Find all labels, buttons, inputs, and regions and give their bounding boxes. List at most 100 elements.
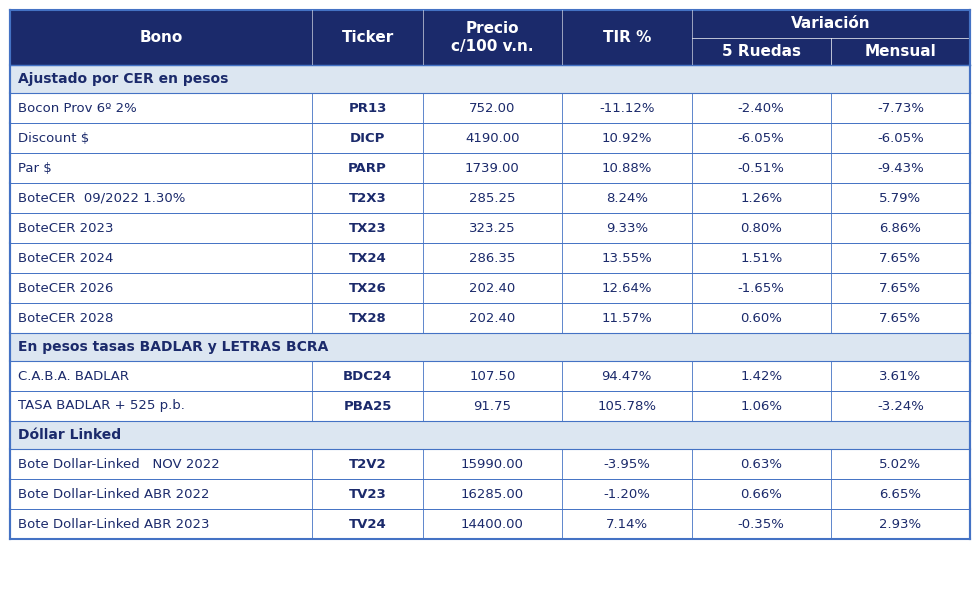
Text: Precio
c/100 v.n.: Precio c/100 v.n.: [451, 21, 534, 54]
Text: 91.75: 91.75: [473, 400, 512, 413]
Text: 752.00: 752.00: [469, 101, 515, 114]
Text: 107.50: 107.50: [469, 369, 515, 382]
Text: TIR %: TIR %: [603, 30, 651, 45]
Text: Par $: Par $: [18, 161, 52, 174]
Text: TV23: TV23: [349, 487, 386, 500]
Text: TV24: TV24: [349, 518, 386, 531]
Text: 286.35: 286.35: [469, 251, 515, 264]
Text: 8.24%: 8.24%: [606, 192, 648, 205]
Text: -2.40%: -2.40%: [738, 101, 785, 114]
Bar: [692, 10, 831, 65]
Text: Ticker: Ticker: [341, 30, 394, 45]
Text: -3.95%: -3.95%: [604, 458, 651, 470]
Bar: [10, 153, 970, 183]
Text: 1.26%: 1.26%: [740, 192, 782, 205]
Text: 0.66%: 0.66%: [740, 487, 782, 500]
Text: PARP: PARP: [348, 161, 387, 174]
Text: TASA BADLAR + 525 p.b.: TASA BADLAR + 525 p.b.: [18, 400, 185, 413]
Text: 12.64%: 12.64%: [602, 282, 652, 295]
Text: DICP: DICP: [350, 132, 385, 145]
Text: Bote Dollar-Linked ABR 2022: Bote Dollar-Linked ABR 2022: [18, 487, 210, 500]
Bar: [10, 243, 970, 273]
Text: Bote Dollar-Linked   NOV 2022: Bote Dollar-Linked NOV 2022: [18, 458, 220, 470]
Text: 15990.00: 15990.00: [461, 458, 524, 470]
Bar: [422, 10, 562, 65]
Text: 2.93%: 2.93%: [879, 518, 921, 531]
Bar: [10, 509, 970, 539]
Bar: [10, 273, 970, 303]
Text: Bocon Prov 6º 2%: Bocon Prov 6º 2%: [18, 101, 137, 114]
Text: Mensual: Mensual: [864, 44, 936, 59]
Text: 1.42%: 1.42%: [740, 369, 782, 382]
Text: -6.05%: -6.05%: [877, 132, 924, 145]
Text: -7.73%: -7.73%: [877, 101, 924, 114]
Text: Bono: Bono: [139, 30, 183, 45]
Text: PR13: PR13: [349, 101, 387, 114]
Text: 4190.00: 4190.00: [466, 132, 519, 145]
Text: BoteCER  09/2022 1.30%: BoteCER 09/2022 1.30%: [18, 192, 185, 205]
Text: 10.92%: 10.92%: [602, 132, 652, 145]
Text: 5 Ruedas: 5 Ruedas: [721, 44, 801, 59]
Text: -6.05%: -6.05%: [738, 132, 785, 145]
Text: 202.40: 202.40: [469, 311, 515, 324]
Text: 5.02%: 5.02%: [879, 458, 921, 470]
Text: BoteCER 2028: BoteCER 2028: [18, 311, 114, 324]
Text: 5.79%: 5.79%: [879, 192, 921, 205]
Text: T2V2: T2V2: [349, 458, 386, 470]
Text: -1.20%: -1.20%: [604, 487, 651, 500]
Bar: [10, 449, 970, 479]
Text: T2X3: T2X3: [349, 192, 386, 205]
Bar: [10, 183, 970, 213]
Text: Ajustado por CER en pesos: Ajustado por CER en pesos: [18, 72, 228, 86]
Text: En pesos tasas BADLAR y LETRAS BCRA: En pesos tasas BADLAR y LETRAS BCRA: [18, 340, 328, 354]
Bar: [313, 10, 422, 65]
Text: 7.14%: 7.14%: [606, 518, 648, 531]
Text: 6.86%: 6.86%: [879, 222, 921, 234]
Text: 6.65%: 6.65%: [879, 487, 921, 500]
Text: C.A.B.A. BADLAR: C.A.B.A. BADLAR: [18, 369, 129, 382]
Text: TX28: TX28: [349, 311, 386, 324]
Text: 285.25: 285.25: [469, 192, 515, 205]
Text: 7.65%: 7.65%: [879, 251, 921, 264]
Text: BoteCER 2024: BoteCER 2024: [18, 251, 114, 264]
Text: 94.47%: 94.47%: [602, 369, 652, 382]
Text: Dóllar Linked: Dóllar Linked: [18, 428, 122, 442]
Text: 0.63%: 0.63%: [740, 458, 782, 470]
Text: 323.25: 323.25: [469, 222, 515, 234]
Text: BoteCER 2023: BoteCER 2023: [18, 222, 114, 234]
Text: BoteCER 2026: BoteCER 2026: [18, 282, 114, 295]
Bar: [10, 213, 970, 243]
Text: 1.06%: 1.06%: [740, 400, 782, 413]
Text: 0.80%: 0.80%: [740, 222, 782, 234]
Text: 16285.00: 16285.00: [461, 487, 524, 500]
Text: Discount $: Discount $: [18, 132, 89, 145]
Bar: [10, 93, 970, 123]
Bar: [10, 303, 970, 333]
Text: TX24: TX24: [349, 251, 386, 264]
Text: -0.35%: -0.35%: [738, 518, 785, 531]
Text: -9.43%: -9.43%: [877, 161, 924, 174]
Text: 3.61%: 3.61%: [879, 369, 921, 382]
Text: 105.78%: 105.78%: [597, 400, 657, 413]
Text: 10.88%: 10.88%: [602, 161, 652, 174]
Bar: [10, 333, 970, 361]
Text: 1.51%: 1.51%: [740, 251, 782, 264]
Bar: [10, 65, 970, 93]
Text: Bote Dollar-Linked ABR 2023: Bote Dollar-Linked ABR 2023: [18, 518, 210, 531]
Text: 11.57%: 11.57%: [602, 311, 652, 324]
Text: -1.65%: -1.65%: [738, 282, 785, 295]
Bar: [10, 361, 970, 391]
Bar: [10, 391, 970, 421]
Text: 14400.00: 14400.00: [461, 518, 524, 531]
Text: -0.51%: -0.51%: [738, 161, 785, 174]
Text: PBA25: PBA25: [343, 400, 392, 413]
Text: 202.40: 202.40: [469, 282, 515, 295]
Text: -11.12%: -11.12%: [599, 101, 655, 114]
Text: 1739.00: 1739.00: [466, 161, 519, 174]
Bar: [10, 421, 970, 449]
Bar: [10, 479, 970, 509]
Text: 0.60%: 0.60%: [740, 311, 782, 324]
Bar: [831, 10, 970, 65]
Text: 13.55%: 13.55%: [602, 251, 652, 264]
Text: 7.65%: 7.65%: [879, 311, 921, 324]
